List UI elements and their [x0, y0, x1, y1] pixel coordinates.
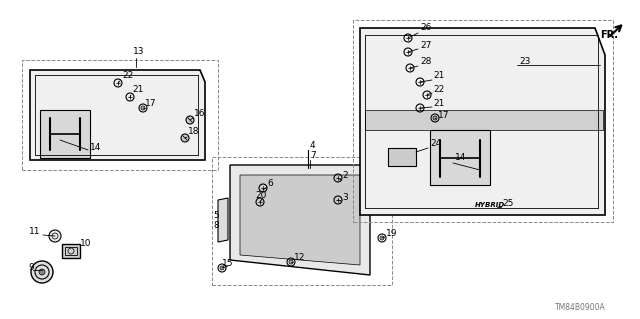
Circle shape: [289, 260, 293, 264]
Polygon shape: [30, 70, 205, 160]
Text: 23: 23: [519, 57, 531, 66]
Text: 13: 13: [133, 48, 145, 56]
Text: 26: 26: [420, 24, 431, 33]
Circle shape: [186, 116, 194, 124]
Circle shape: [220, 266, 224, 270]
Text: TM84B0900A: TM84B0900A: [555, 302, 605, 311]
Circle shape: [181, 134, 189, 142]
Text: 12: 12: [294, 254, 305, 263]
Text: 6: 6: [267, 179, 273, 188]
Polygon shape: [360, 28, 605, 215]
Text: 4: 4: [310, 140, 316, 150]
Text: 11: 11: [29, 227, 40, 236]
Text: 9: 9: [28, 263, 34, 272]
Text: 5: 5: [213, 211, 219, 219]
Text: 7: 7: [310, 151, 316, 160]
Text: 21: 21: [433, 71, 444, 80]
Text: 22: 22: [122, 71, 133, 80]
Text: 17: 17: [438, 112, 449, 121]
Text: 17: 17: [145, 100, 157, 108]
Text: 21: 21: [132, 85, 143, 94]
Text: 2: 2: [342, 172, 348, 181]
Text: HYBRID: HYBRID: [475, 202, 505, 208]
Text: 20: 20: [255, 191, 266, 201]
Text: 15: 15: [222, 258, 234, 268]
Circle shape: [141, 106, 145, 110]
Text: 18: 18: [188, 128, 200, 137]
Bar: [212, 157, 392, 285]
Polygon shape: [218, 198, 228, 242]
Text: 8: 8: [213, 220, 219, 229]
Bar: [22, 60, 218, 170]
Text: 10: 10: [80, 240, 92, 249]
Text: 28: 28: [420, 57, 431, 66]
Text: 25: 25: [502, 198, 513, 207]
Text: FR.: FR.: [600, 30, 618, 40]
Circle shape: [49, 230, 61, 242]
Bar: [388, 148, 416, 166]
Text: 21: 21: [433, 100, 444, 108]
Text: 3: 3: [342, 192, 348, 202]
Polygon shape: [40, 110, 90, 158]
Polygon shape: [430, 130, 490, 185]
Circle shape: [39, 269, 45, 275]
Text: 14: 14: [90, 144, 101, 152]
Circle shape: [380, 236, 384, 240]
Text: 16: 16: [194, 108, 205, 117]
Text: 14: 14: [455, 153, 467, 162]
Polygon shape: [240, 175, 360, 265]
Bar: [65, 247, 77, 255]
Text: 24: 24: [430, 138, 441, 147]
Text: 22: 22: [433, 85, 444, 94]
Text: 19: 19: [386, 228, 397, 238]
Circle shape: [433, 116, 437, 120]
Polygon shape: [230, 165, 370, 275]
Bar: [365, 110, 603, 130]
Bar: [353, 20, 613, 222]
Text: 27: 27: [420, 41, 431, 49]
Circle shape: [31, 261, 53, 283]
Bar: [62, 244, 80, 258]
